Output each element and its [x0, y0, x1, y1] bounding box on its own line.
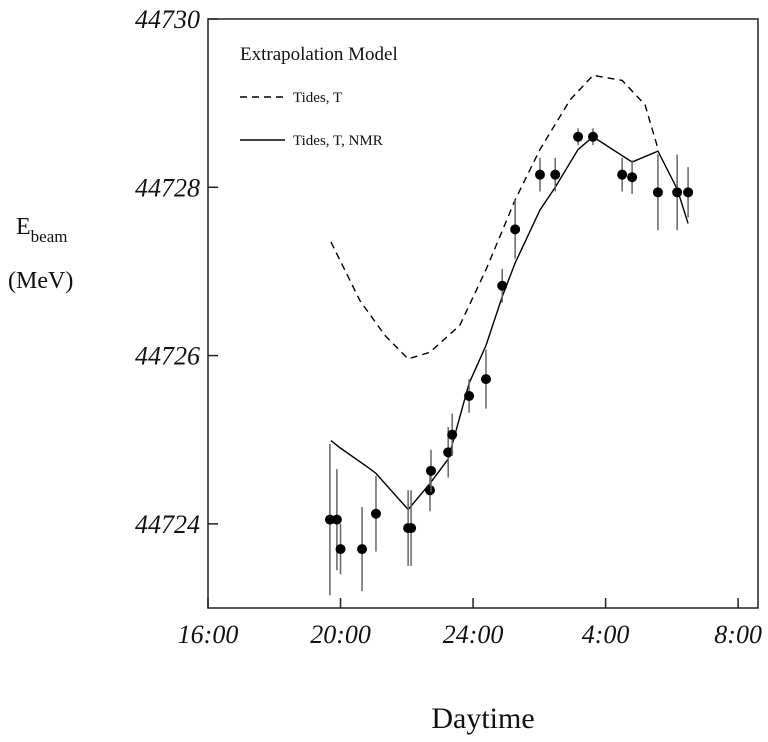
legend-title: Extrapolation Model	[240, 44, 398, 65]
data-point	[627, 172, 638, 183]
data-point	[672, 187, 683, 198]
data-point	[447, 429, 458, 440]
x-tick-label: 16:00	[178, 620, 239, 649]
x-tick-label: 4:00	[582, 620, 630, 649]
line-series	[330, 74, 659, 360]
legend-label: Tides, T	[293, 90, 342, 106]
data-point	[550, 169, 561, 180]
data-point	[534, 169, 545, 180]
data-point	[331, 514, 342, 525]
y-tick-label: 44724	[135, 510, 200, 539]
data-point	[335, 544, 346, 555]
data-point	[425, 465, 436, 476]
x-tick-label: 8:00	[714, 620, 762, 649]
legend-label: Tides, T, NMR	[293, 133, 383, 149]
data-point	[443, 447, 454, 458]
y-label-sub: beam	[31, 227, 68, 246]
data-point	[370, 508, 381, 519]
data-point	[497, 280, 508, 291]
data-point	[510, 224, 521, 235]
plot-frame	[207, 18, 759, 609]
data-point	[617, 169, 628, 180]
y-label: Ebeam	[16, 214, 68, 246]
data-point	[480, 374, 491, 385]
x-label: Daytime	[431, 702, 534, 735]
data-point	[683, 187, 694, 198]
data-point	[573, 131, 584, 142]
data-point	[406, 523, 417, 534]
y-unit: (MeV)	[8, 268, 73, 294]
data-point	[588, 131, 598, 142]
y-tick-label: 44728	[135, 173, 200, 202]
x-tick-label: 20:00	[310, 620, 371, 649]
data-point	[424, 485, 435, 496]
y-tick-label: 44730	[135, 5, 200, 34]
line-series	[330, 135, 689, 511]
data-point	[464, 390, 475, 401]
y-tick-label: 44726	[135, 342, 200, 371]
data-point	[324, 514, 335, 525]
data-point	[357, 544, 368, 555]
y-label-main: E	[16, 214, 31, 240]
data-point	[652, 187, 663, 198]
x-tick-label: 24:00	[443, 620, 504, 649]
